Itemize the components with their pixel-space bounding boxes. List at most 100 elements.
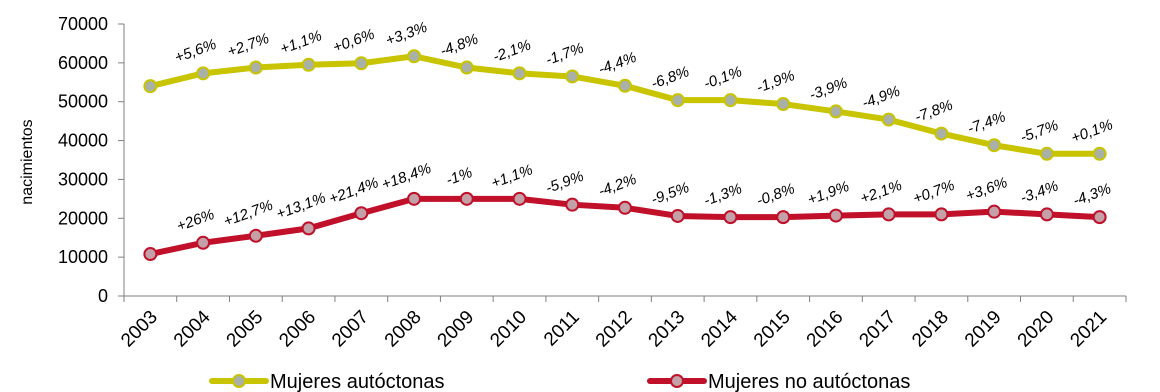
data-label: -5,7% xyxy=(1018,117,1061,146)
y-tick-label: 60000 xyxy=(58,53,108,73)
data-point xyxy=(248,60,263,75)
x-tick-label: 2018 xyxy=(908,307,953,352)
data-point xyxy=(459,191,474,206)
x-tick-label: 2019 xyxy=(961,307,1006,352)
data-point xyxy=(1092,210,1107,225)
legend-marker-2 xyxy=(670,374,684,388)
y-tick-label: 30000 xyxy=(58,169,108,189)
data-label: +3,6% xyxy=(964,174,1010,205)
data-label: -1% xyxy=(444,164,475,189)
data-label: -7,8% xyxy=(913,97,956,126)
data-point xyxy=(618,200,632,215)
data-point xyxy=(670,93,685,108)
data-label: +2,7% xyxy=(225,30,271,61)
data-label: -3,4% xyxy=(1018,177,1061,206)
data-point xyxy=(354,206,369,221)
x-tick-label: 2008 xyxy=(381,307,426,352)
data-label: +2,1% xyxy=(858,177,904,208)
data-point xyxy=(301,221,316,236)
data-point xyxy=(723,210,738,225)
x-tick-label: 2010 xyxy=(486,307,531,352)
legend-label-1[interactable]: Mujeres autóctonas xyxy=(270,371,445,392)
data-labels-layer: +5,6% +2,7% +1,1% +0,6% +3,3% -4,8% -2,1% -1,7%… xyxy=(172,19,1115,235)
data-point xyxy=(670,208,685,223)
data-label: -3,9% xyxy=(807,75,850,104)
data-label: -1,9% xyxy=(754,67,797,96)
data-label: +1,1% xyxy=(489,161,535,192)
data-label: -5,9% xyxy=(543,168,586,197)
data-point xyxy=(828,104,843,119)
data-point xyxy=(1039,146,1054,161)
x-tick-label: 2004 xyxy=(170,306,215,351)
data-point xyxy=(934,207,949,222)
data-point xyxy=(248,228,263,243)
y-tick-label: 20000 xyxy=(58,208,108,228)
legend-marker-1 xyxy=(232,374,246,388)
series-line-1 xyxy=(147,53,1103,157)
data-label: -1,3% xyxy=(702,180,745,209)
y-axis-title: nacimientos xyxy=(19,119,36,204)
data-point xyxy=(512,66,527,81)
x-tick-label: 2011 xyxy=(540,307,584,351)
data-point xyxy=(776,210,791,225)
data-point xyxy=(934,126,949,141)
legend-label-2[interactable]: Mujeres no autóctonas xyxy=(708,371,910,392)
x-tick-label: 2006 xyxy=(275,307,320,352)
y-tick-label: 10000 xyxy=(58,247,108,267)
data-point xyxy=(196,66,211,81)
data-label: -4,8% xyxy=(438,31,481,60)
data-point xyxy=(459,60,474,75)
data-label: -4,9% xyxy=(860,83,903,112)
data-point xyxy=(1092,146,1107,161)
data-label: -4,3% xyxy=(1071,180,1114,209)
data-label: -4,2% xyxy=(596,171,639,200)
data-point xyxy=(881,207,896,222)
data-label: -0,1% xyxy=(702,63,745,92)
y-tick-label: 70000 xyxy=(58,14,108,34)
x-tick-label: 2013 xyxy=(645,307,690,352)
data-label: -9,5% xyxy=(649,179,692,208)
data-point xyxy=(565,197,580,212)
data-label: -7,4% xyxy=(965,108,1008,137)
data-label: +1,1% xyxy=(278,27,324,58)
data-label: -0,8% xyxy=(754,180,797,209)
data-label: -6,8% xyxy=(649,63,692,92)
data-label: +21,4% xyxy=(327,174,381,208)
series-layer xyxy=(143,49,1107,262)
x-tick-label: 2020 xyxy=(1014,307,1059,352)
y-tick-label: 40000 xyxy=(58,131,108,151)
data-label: +0,7% xyxy=(911,177,957,208)
legend[interactable]: Mujeres autóctonas Mujeres no autóctonas xyxy=(209,371,910,392)
x-tick-label: 2003 xyxy=(117,307,162,352)
data-label: +5,6% xyxy=(172,36,218,67)
data-point xyxy=(881,112,896,127)
data-point xyxy=(987,138,1002,153)
data-point xyxy=(407,191,422,206)
data-label: -4,4% xyxy=(596,49,639,78)
data-point xyxy=(723,93,738,108)
data-label: -2,1% xyxy=(491,36,534,65)
data-label: +18,4% xyxy=(380,160,434,194)
x-tick-label: 2009 xyxy=(434,307,479,352)
data-label: +1,9% xyxy=(805,178,851,209)
data-point xyxy=(987,204,1002,219)
data-label: +0,1% xyxy=(1069,116,1115,147)
data-point xyxy=(143,79,158,94)
x-tick-label: 2015 xyxy=(750,307,795,352)
data-point xyxy=(196,235,211,250)
data-point xyxy=(828,208,843,223)
data-point xyxy=(407,49,422,64)
x-tick-label: 2012 xyxy=(592,307,637,352)
data-label: +0,6% xyxy=(331,26,377,57)
data-point xyxy=(1039,207,1054,222)
x-tick-label: 2021 xyxy=(1066,307,1111,352)
data-point xyxy=(512,191,527,206)
x-tick-label: 2014 xyxy=(697,306,742,351)
x-tick-label: 2005 xyxy=(223,307,268,352)
data-point xyxy=(565,69,580,84)
data-label: +3,3% xyxy=(383,19,429,50)
data-point xyxy=(354,56,369,71)
data-point xyxy=(618,78,632,93)
